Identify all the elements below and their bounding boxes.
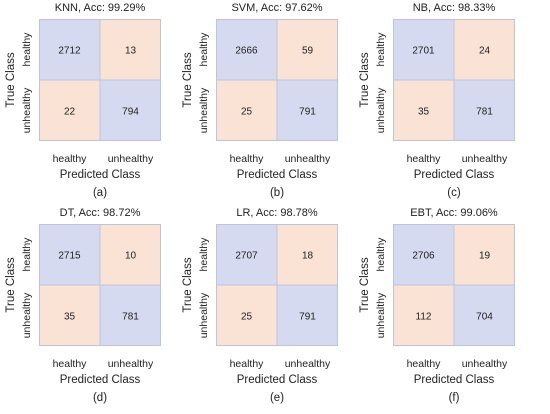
panel-1-value-r0-c0: 2712 [58,46,81,57]
panel-6-value-r0-c0: 2706 [412,251,435,262]
panel-3-xlabel: Predicted Class [414,169,495,181]
panel-6-value-r1-c0: 112 [416,312,432,323]
panel-4-value-r0-c0: 2715 [58,251,81,262]
panel-4-cell-r0-c0 [39,224,100,285]
panel-1-xlabel: Predicted Class [60,169,141,181]
panel-6-cell-r1-c0 [393,285,454,346]
panel-3-col-label-0: healthy [407,153,442,165]
panel-4-caption: (d) [93,392,107,404]
panel-2-cell-r0-c1 [277,19,338,80]
panel-5-ylabel: True Class [182,257,194,312]
panel-1-title: KNN, Acc: 99.29% [55,2,146,14]
panel-2-value-r0-c1: 59 [302,46,314,57]
panel-1-value-r1-c0: 22 [64,107,76,118]
panel-5-cell-r0-c0 [216,224,277,285]
panel-2-cell-r1-c0 [216,80,277,141]
panel-5-cell-r1-c0 [216,285,277,346]
panel-2-cell-r1-c1 [277,80,338,141]
panel-5-col-label-1: unhealthy [285,358,331,370]
panel-4-cell-r0-c1 [100,224,161,285]
panel-6-row-label-0: healthy [375,237,387,272]
panel-1-ylabel: True Class [5,52,17,107]
panel-5-value-r1-c1: 791 [299,312,316,323]
panel-6-cell-r1-c1 [454,285,515,346]
panel-2-row-label-1: unhealthy [198,87,210,133]
panel-2-col-label-0: healthy [230,153,265,165]
panel-2-xlabel: Predicted Class [237,169,318,181]
panel-1-cell-r0-c0 [39,19,100,80]
panel-3-value-r0-c0: 2701 [412,46,435,57]
panel-3-cell-r0-c0 [393,19,454,80]
panel-4-xlabel: Predicted Class [60,374,141,386]
panel-5-xlabel: Predicted Class [237,374,318,386]
panel-1-cell-r0-c1 [100,19,161,80]
panel-5-value-r1-c0: 25 [241,312,253,323]
panel-5-value-r0-c0: 2707 [235,251,258,262]
panel-5-value-r0-c1: 18 [302,251,314,262]
panel-6-row-label-1: unhealthy [375,292,387,338]
panel-3-cell-r0-c1 [454,19,515,80]
panel-6-col-label-0: healthy [407,358,442,370]
panel-5-row-label-0: healthy [198,237,210,272]
panel-2-caption: (b) [270,187,284,199]
panel-6-col-label-1: unhealthy [462,358,508,370]
panel-1-col-label-1: unhealthy [108,153,154,165]
panel-4-ylabel: True Class [5,257,17,312]
panel-4-title: DT, Acc: 98.72% [60,207,141,219]
panel-2-ylabel: True Class [182,52,194,107]
panel-1-value-r1-c1: 794 [122,107,139,118]
panel-6-cell-r0-c1 [454,224,515,285]
panel-5-title: LR, Acc: 98.78% [236,207,318,219]
panel-3-ylabel: True Class [359,52,371,107]
panel-5-caption: (e) [270,392,284,404]
panel-2-row-label-0: healthy [198,32,210,67]
panel-4-value-r1-c1: 781 [122,312,139,323]
panel-6-cell-r0-c0 [393,224,454,285]
panel-6-xlabel: Predicted Class [414,374,495,386]
panel-6-caption: (f) [449,392,460,404]
panel-2-col-label-1: unhealthy [285,153,331,165]
panel-4-cell-r1-c1 [100,285,161,346]
panel-3-row-label-0: healthy [375,32,387,67]
panel-2-cell-r0-c0 [216,19,277,80]
panel-3-cell-r1-c1 [454,80,515,141]
panel-5-cell-r0-c1 [277,224,338,285]
panel-1-cell-r1-c1 [100,80,161,141]
panel-4-value-r0-c1: 10 [125,251,137,262]
panel-6-ylabel: True Class [359,257,371,312]
panel-5-col-label-0: healthy [230,358,265,370]
panel-3-title: NB, Acc: 98.33% [413,2,496,14]
panel-3-value-r0-c1: 24 [479,46,491,57]
panel-3-cell-r1-c0 [393,80,454,141]
panel-3-caption: (c) [447,187,461,199]
panel-2-value-r1-c0: 25 [241,107,253,118]
panel-1-row-label-1: unhealthy [21,87,33,133]
panel-1-value-r0-c1: 13 [125,46,137,57]
panel-3-row-label-1: unhealthy [375,87,387,133]
panel-1-caption: (a) [93,187,107,199]
panel-6-title: EBT, Acc: 99.06% [410,207,498,219]
panel-1-col-label-0: healthy [53,153,88,165]
panel-3-col-label-1: unhealthy [462,153,508,165]
panel-3-value-r1-c0: 35 [418,107,430,118]
panel-3-value-r1-c1: 781 [476,107,493,118]
panel-2-value-r1-c1: 791 [299,107,316,118]
panel-5-cell-r1-c1 [277,285,338,346]
panel-1-cell-r1-c0 [39,80,100,141]
panel-4-cell-r1-c0 [39,285,100,346]
panel-4-col-label-0: healthy [53,358,88,370]
panel-4-row-label-1: unhealthy [21,292,33,338]
panel-2-value-r0-c0: 2666 [235,46,258,57]
panel-4-col-label-1: unhealthy [108,358,154,370]
panel-6-value-r1-c1: 704 [476,312,493,323]
panel-2-title: SVM, Acc: 97.62% [231,2,322,14]
panel-6-value-r0-c1: 19 [479,251,491,262]
panel-4-row-label-0: healthy [21,237,33,272]
panel-5-row-label-1: unhealthy [198,292,210,338]
panel-1-row-label-0: healthy [21,32,33,67]
panel-4-value-r1-c0: 35 [64,312,76,323]
